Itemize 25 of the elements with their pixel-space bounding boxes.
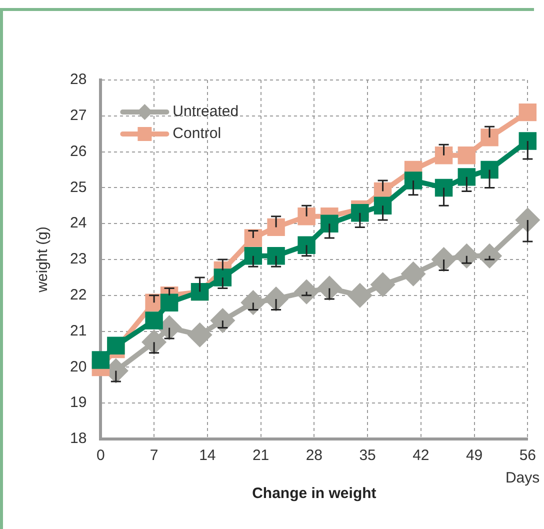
x-tick-label: 7 <box>150 447 158 464</box>
x-tick-label: 21 <box>252 447 270 464</box>
y-tick-label: 25 <box>70 178 87 196</box>
x-tick-label: 35 <box>359 447 376 464</box>
y-tick-label: 28 <box>70 71 87 88</box>
y-tick-label: 21 <box>70 322 87 340</box>
x-tick-label: 49 <box>466 447 483 464</box>
y-tick-label: 20 <box>70 358 87 376</box>
x-tick-label: 42 <box>412 447 430 464</box>
text: Days <box>505 470 540 487</box>
y-tick-label: 18 <box>70 430 87 448</box>
legend-label: Untreated <box>172 103 239 120</box>
y-tick-label: 26 <box>70 142 87 160</box>
y-tick-label: 27 <box>70 107 87 124</box>
legend-label: Control <box>172 125 222 142</box>
y-tick-label: 19 <box>70 394 87 412</box>
y-axis-title: weight (g) <box>34 226 52 294</box>
y-tick-label: 23 <box>70 250 87 268</box>
x-tick-label: 56 <box>519 447 536 464</box>
x-axis-title: Change in weight <box>252 485 376 502</box>
y-tick-label: 22 <box>70 286 87 304</box>
y-tick-label: 24 <box>70 214 87 232</box>
x-tick-label: 28 <box>306 447 323 464</box>
x-tick-label: 14 <box>199 447 216 464</box>
x-tick-label: 0 <box>96 447 105 464</box>
